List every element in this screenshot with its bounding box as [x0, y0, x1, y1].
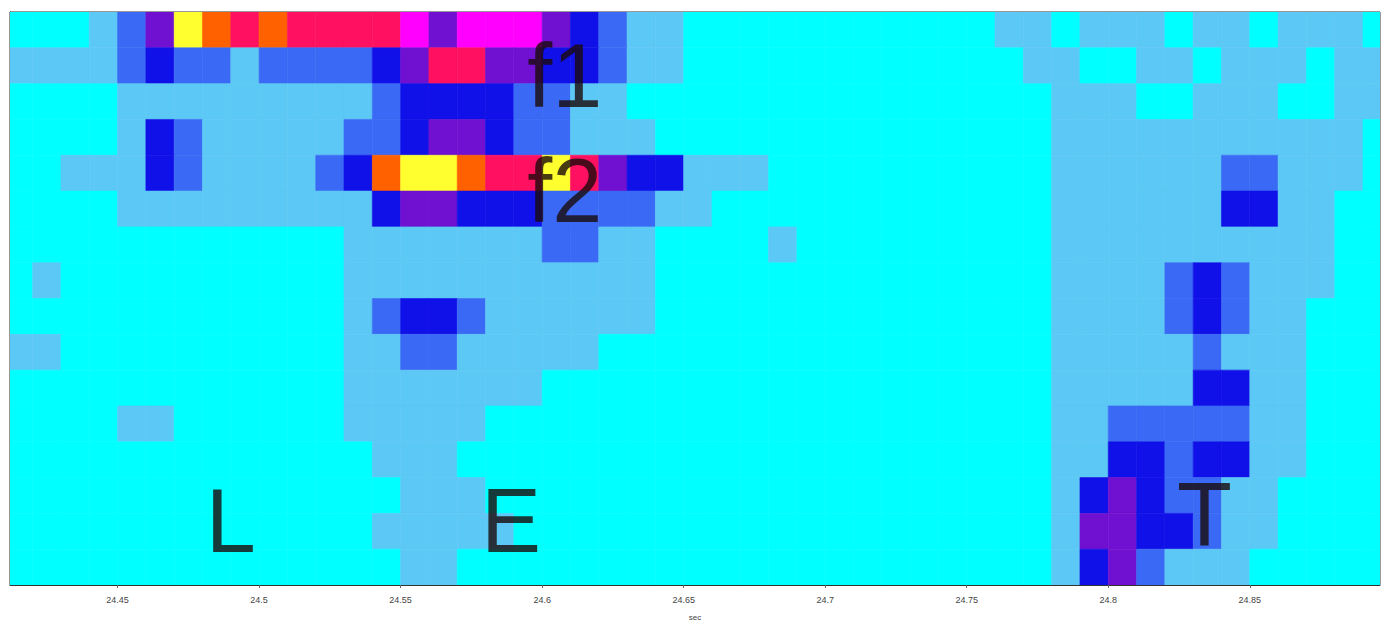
svg-text:24.55: 24.55 — [389, 595, 412, 605]
svg-text:E: E — [481, 471, 541, 571]
svg-text:24.45: 24.45 — [106, 595, 129, 605]
svg-text:24.6: 24.6 — [533, 595, 551, 605]
svg-text:24.8: 24.8 — [1099, 595, 1117, 605]
svg-text:24.7: 24.7 — [816, 595, 834, 605]
svg-text:f1: f1 — [527, 26, 602, 126]
svg-text:L: L — [206, 471, 256, 571]
svg-text:f2: f2 — [527, 141, 602, 241]
svg-text:sec: sec — [689, 613, 701, 622]
svg-text:24.65: 24.65 — [672, 595, 695, 605]
svg-text:24.85: 24.85 — [1239, 595, 1262, 605]
svg-text:24.5: 24.5 — [250, 595, 268, 605]
svg-text:24.75: 24.75 — [955, 595, 978, 605]
svg-text:T: T — [1177, 465, 1232, 565]
